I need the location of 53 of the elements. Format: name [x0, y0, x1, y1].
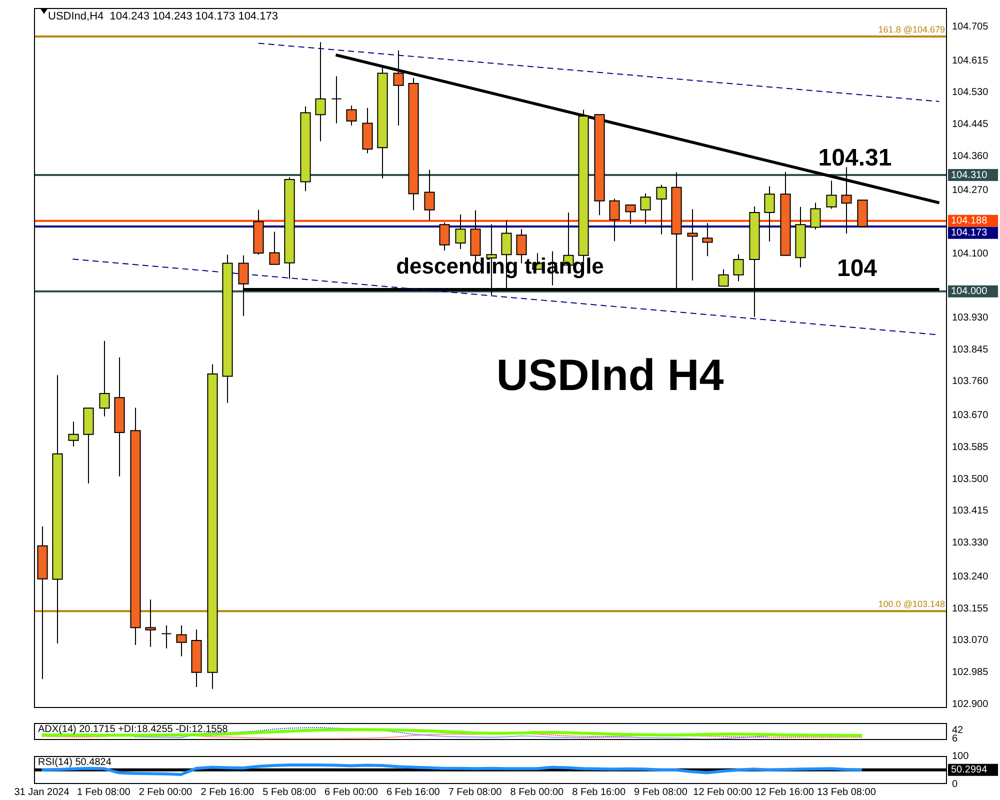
annotation: 104.31 [818, 144, 892, 172]
x-tick-label: 5 Feb 08:00 [262, 786, 316, 798]
ref-line-label: 104.000 [951, 286, 988, 298]
y-tick-label: 103.155 [952, 603, 989, 614]
chart-title: RSI(14) 50.4824 [38, 756, 112, 768]
y-tick-label: 103.845 [952, 344, 989, 356]
candlestick [161, 624, 172, 649]
ref-line-label: 50.2994 [951, 764, 988, 776]
y-tick-label: 103.330 [952, 538, 989, 549]
annotation: USDInd H4 [496, 351, 724, 400]
x-tick-label: 1 Feb 08:00 [76, 786, 131, 798]
y-tick-label: 6 [952, 733, 958, 744]
candlestick [439, 222, 450, 251]
x-tick-label: 13 Feb 08:00 [816, 786, 876, 798]
y-tick-label: 104.705 [952, 22, 989, 33]
ref-line-label: 104.188 [951, 216, 988, 227]
x-tick-label: 7 Feb 08:00 [448, 786, 502, 798]
y-tick-label: 103.415 [952, 506, 989, 517]
chart-title: USDInd,H4 104.243 104.243 104.173 104.173 [48, 10, 278, 23]
x-tick-label: 6 Feb 00:00 [324, 786, 378, 798]
y-tick-label: 103.930 [952, 312, 989, 324]
x-tick-label: 31 Jan 2024 [14, 786, 70, 798]
y-tick-label: 0 [952, 778, 958, 790]
ref-line-label: 104.310 [951, 170, 988, 181]
y-tick-label: 104.100 [952, 248, 989, 260]
x-tick-label: 6 Feb 16:00 [386, 786, 440, 798]
y-tick-label: 103.500 [952, 474, 989, 485]
y-tick-label: 102.985 [952, 667, 989, 678]
annotation: 104 [836, 255, 878, 282]
x-tick-label: 8 Feb 00:00 [510, 786, 564, 798]
ref-line-label: 104.173 [951, 228, 988, 239]
y-tick-label: 103.585 [952, 442, 989, 453]
y-tick-label: 102.900 [952, 698, 989, 710]
y-tick-label: 103.760 [952, 376, 989, 388]
candlestick [331, 76, 342, 124]
x-tick-label: 2 Feb 00:00 [138, 786, 193, 798]
y-tick-label: 103.670 [952, 410, 989, 421]
y-tick-label: 104.270 [952, 184, 989, 196]
x-tick-label: 12 Feb 16:00 [755, 786, 814, 798]
x-tick-label: 12 Feb 00:00 [693, 786, 753, 798]
y-tick-label: 104.360 [952, 151, 989, 162]
y-tick-label: 104.615 [952, 55, 989, 66]
y-tick-label: 100 [952, 750, 970, 762]
ref-line-label: 161.8 @104.679 [878, 24, 945, 35]
y-tick-label: 103.070 [952, 635, 989, 646]
y-tick-label: 104.445 [952, 119, 989, 130]
x-tick-label: 8 Feb 16:00 [572, 786, 626, 798]
y-tick-label: 104.530 [952, 87, 989, 98]
ref-line-label: 100.0 @103.148 [878, 599, 945, 610]
y-tick-label: 103.240 [952, 571, 989, 582]
x-tick-label: 2 Feb 16:00 [200, 786, 255, 798]
chart-title: ADX(14) 20.1715 +DI:18.4255 -DI:12.1558 [38, 724, 228, 735]
x-tick-label: 9 Feb 08:00 [634, 786, 688, 798]
